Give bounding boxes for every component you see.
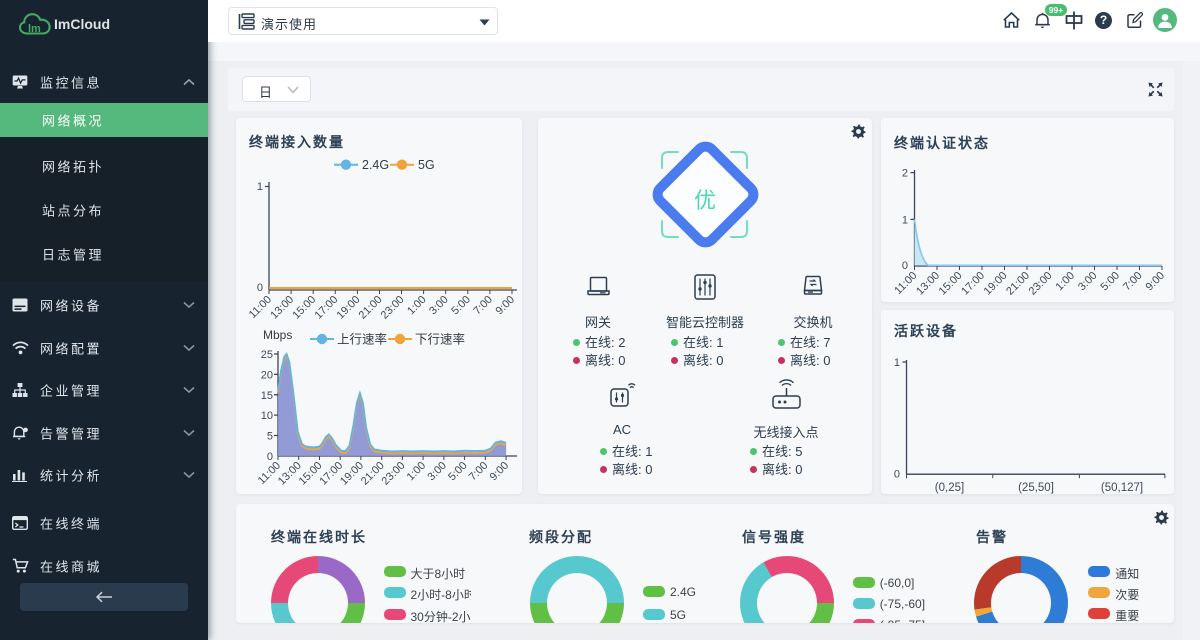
svg-text:17:00: 17:00 [312,294,340,322]
svg-text:5: 5 [267,431,273,443]
svg-text:0: 0 [894,469,900,481]
svg-text:2: 2 [902,168,908,180]
svg-text:15: 15 [261,390,273,402]
svg-text:上行速率: 上行速率 [337,332,387,347]
svg-text:(25,50]: (25,50] [1018,482,1054,494]
svg-text:5:00: 5:00 [1098,270,1122,294]
svg-text:1: 1 [894,357,900,369]
svg-text:1: 1 [902,214,908,226]
svg-text:lm: lm [28,23,41,35]
svg-text:23:00: 23:00 [380,460,408,488]
svg-text:5:00: 5:00 [446,460,470,484]
svg-text:17:00: 17:00 [959,270,987,298]
svg-text:13:00: 13:00 [914,270,942,298]
svg-text:13:00: 13:00 [268,294,296,322]
svg-text:1: 1 [257,181,263,193]
svg-text:下行速率: 下行速率 [415,332,465,347]
svg-text:1:00: 1:00 [1053,270,1077,294]
svg-text:3:00: 3:00 [427,294,451,318]
svg-text:15:00: 15:00 [290,294,318,322]
svg-text:9:00: 9:00 [1143,270,1167,294]
svg-text:15:00: 15:00 [937,270,965,298]
svg-text:5G: 5G [418,158,435,172]
svg-text:Mbps: Mbps [263,328,292,342]
svg-text:9:00: 9:00 [493,294,517,318]
svg-text:23:00: 23:00 [379,294,407,322]
svg-text:19:00: 19:00 [335,294,363,322]
svg-text:(0,25]: (0,25] [935,482,964,494]
svg-text:5:00: 5:00 [449,294,473,318]
svg-text:3:00: 3:00 [1076,270,1100,294]
svg-text:21:00: 21:00 [1004,270,1032,298]
svg-text:7:00: 7:00 [467,460,491,484]
svg-text:23:00: 23:00 [1027,270,1055,298]
svg-text:(50,127]: (50,127] [1101,482,1143,494]
svg-text:2.4G: 2.4G [362,158,389,172]
svg-text:1:00: 1:00 [405,294,429,318]
svg-text:21:00: 21:00 [357,294,385,322]
svg-text:0: 0 [902,260,908,272]
svg-text:3:00: 3:00 [425,460,449,484]
svg-text:7:00: 7:00 [471,294,495,318]
svg-text:20: 20 [261,369,273,381]
svg-text:0: 0 [257,282,263,294]
svg-text:1:00: 1:00 [405,460,429,484]
svg-text:7:00: 7:00 [1121,270,1145,294]
svg-text:0: 0 [267,451,273,463]
svg-text:19:00: 19:00 [982,270,1010,298]
svg-text:9:00: 9:00 [488,460,512,484]
svg-text:11:00: 11:00 [892,270,919,297]
svg-text:10: 10 [261,410,273,422]
svg-text:25: 25 [261,349,273,361]
svg-text:11:00: 11:00 [247,294,274,321]
